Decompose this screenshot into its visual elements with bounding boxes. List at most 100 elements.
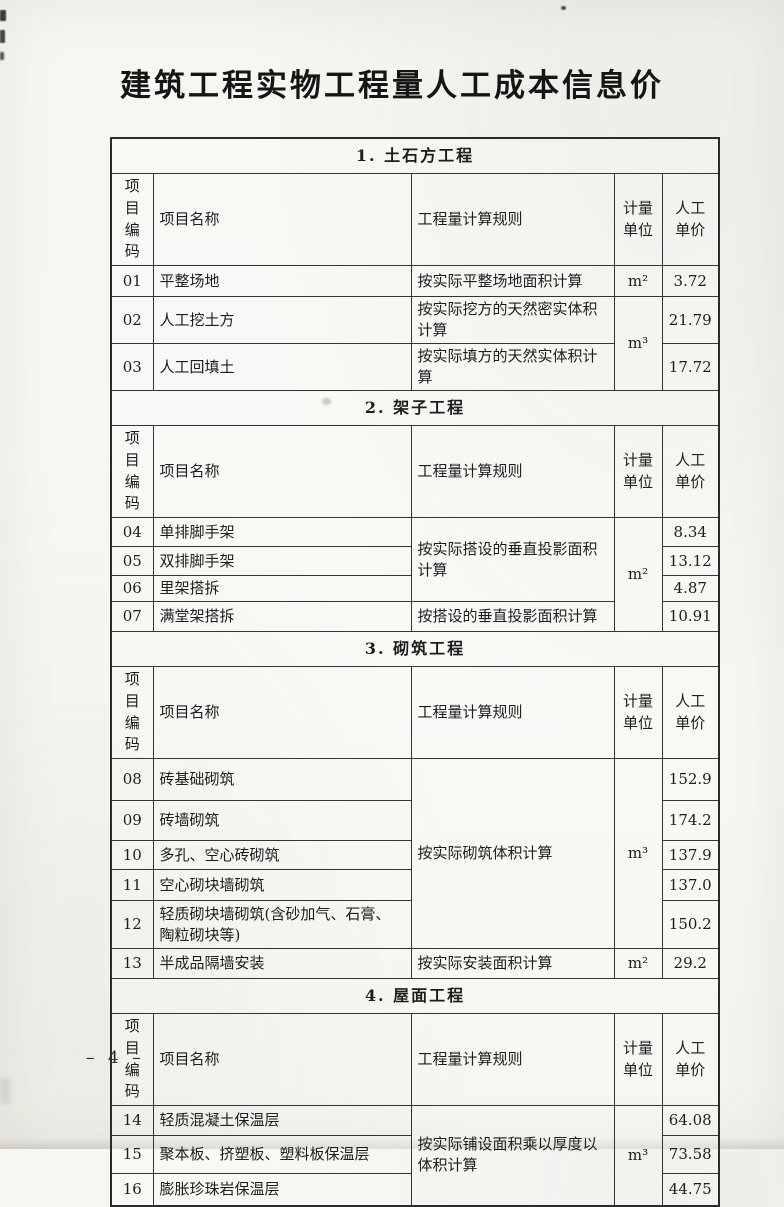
cell-name: 满堂架搭拆 bbox=[152, 601, 412, 632]
col-header-price: 人工 单价 bbox=[661, 425, 720, 518]
cell-name: 人工回填土 bbox=[152, 343, 412, 391]
col-header-price: 人工 单价 bbox=[661, 666, 720, 759]
cell-name: 聚本板、挤塑板、塑料板保温层 bbox=[152, 1135, 412, 1174]
cell-name: 轻质混凝土保温层 bbox=[152, 1105, 412, 1136]
cell-price: 8.34 bbox=[661, 517, 720, 547]
table-row: 04 单排脚手架 按实际搭设的垂直投影面积计算 m² 8.34 bbox=[110, 517, 720, 632]
cell-name: 轻质砌块墙砌筑(含砂加气、石膏、陶粒砌块等) bbox=[152, 900, 412, 949]
col-header-unit: 计量 单位 bbox=[613, 1013, 663, 1106]
col-header-name: 项目名称 bbox=[152, 173, 412, 266]
col-header-price: 人工 单价 bbox=[661, 173, 720, 266]
cell-price: 29.2 bbox=[661, 948, 720, 979]
cell-price: 3.72 bbox=[661, 265, 720, 297]
cell-rule: 按实际搭设的垂直投影面积计算 bbox=[410, 517, 615, 602]
col-header-rule: 工程量计算规则 bbox=[410, 173, 615, 266]
table-header-row: 项目 编码 项目名称 工程量计算规则 计量 单位 人工 单价 bbox=[110, 173, 720, 266]
cell-name: 空心砌块墙砌筑 bbox=[152, 869, 412, 901]
cell-unit: m³ bbox=[613, 758, 663, 949]
col-header-unit: 计量 单位 bbox=[613, 173, 663, 266]
table-row: 01 平整场地 按实际平整场地面积计算 m² 3.72 bbox=[110, 265, 720, 297]
col-header-rule: 工程量计算规则 bbox=[410, 666, 615, 759]
section-band-masonry: 3. 砌筑工程 bbox=[110, 631, 720, 667]
table-row: 09 砖墙砌筑 174.2 bbox=[110, 800, 720, 841]
section-title: 3. 砌筑工程 bbox=[110, 631, 720, 667]
scan-smudge bbox=[0, 52, 4, 60]
cell-name: 平整场地 bbox=[152, 265, 412, 297]
cell-code: 04 bbox=[110, 517, 154, 547]
cell-rule: 按实际安装面积计算 bbox=[410, 948, 615, 979]
col-header-code: 项目 编码 bbox=[110, 666, 154, 759]
cell-code: 07 bbox=[110, 601, 154, 632]
cell-code: 12 bbox=[110, 900, 154, 949]
cell-name: 人工挖土方 bbox=[152, 296, 412, 344]
cell-rule: 按实际砌筑体积计算 bbox=[410, 758, 615, 949]
cell-price: 10.91 bbox=[661, 601, 720, 632]
cell-name: 里架搭拆 bbox=[152, 575, 412, 602]
section-band-scaffolding: 2. 架子工程 bbox=[110, 390, 720, 426]
section-title: 1. 土石方工程 bbox=[110, 137, 720, 174]
labor-cost-table: 1. 土石方工程 项目 编码 项目名称 工程量计算规则 计量 单位 人工 单价 01 … bbox=[110, 137, 721, 1207]
cell-price: 137.0 bbox=[661, 869, 720, 901]
scan-smudge bbox=[0, 1078, 10, 1104]
cell-name: 半成品隔墙安装 bbox=[152, 948, 412, 979]
cell-code: 06 bbox=[110, 575, 154, 602]
cell-price: 174.2 bbox=[661, 800, 720, 841]
cell-price: 21.79 bbox=[661, 296, 720, 344]
cell-price: 137.9 bbox=[661, 840, 720, 870]
page-number: – 4 – bbox=[86, 1048, 145, 1068]
cell-price: 150.2 bbox=[661, 900, 720, 949]
cell-code: 14 bbox=[110, 1105, 154, 1136]
col-header-code: 项目 编码 bbox=[110, 1013, 154, 1106]
table-row: 05 双排脚手架 13.12 bbox=[110, 546, 720, 576]
cell-price: 152.9 bbox=[661, 758, 720, 801]
table-row: 06 里架搭拆 4.87 bbox=[110, 575, 720, 602]
col-header-price: 人工 单价 bbox=[661, 1013, 720, 1106]
col-header-unit: 计量 单位 bbox=[613, 425, 663, 518]
cell-price: 73.58 bbox=[661, 1135, 720, 1174]
col-header-code: 项目 编码 bbox=[110, 425, 154, 518]
col-header-unit: 计量 单位 bbox=[613, 666, 663, 759]
cell-rule: 按搭设的垂直投影面积计算 bbox=[410, 601, 615, 632]
scan-smudge bbox=[0, 30, 5, 43]
cell-rule: 按实际平整场地面积计算 bbox=[410, 265, 615, 297]
cell-unit: m² bbox=[613, 265, 663, 297]
section-title: 4. 屋面工程 bbox=[110, 978, 720, 1014]
cell-unit: m³ bbox=[613, 1105, 663, 1206]
cell-code: 05 bbox=[110, 546, 154, 576]
table-row: 13 半成品隔墙安装 按实际安装面积计算 m² 29.2 bbox=[110, 948, 720, 979]
col-header-rule: 工程量计算规则 bbox=[410, 1013, 615, 1106]
scan-smudge bbox=[0, 10, 6, 21]
col-header-name: 项目名称 bbox=[152, 666, 412, 759]
col-header-name: 项目名称 bbox=[152, 1013, 412, 1106]
scan-dot bbox=[561, 6, 566, 10]
cell-unit: m³ bbox=[613, 296, 663, 391]
cell-code: 03 bbox=[110, 343, 154, 391]
cell-unit: m² bbox=[613, 948, 663, 979]
cell-rule: 按实际挖方的天然密实体积计算 bbox=[410, 296, 615, 344]
section-title: 2. 架子工程 bbox=[110, 390, 720, 426]
section-band-earthwork: 1. 土石方工程 bbox=[110, 137, 720, 174]
table-row: 08 砖基础砌筑 按实际砌筑体积计算 m³ 152.9 bbox=[110, 758, 720, 949]
cell-price: 44.75 bbox=[661, 1173, 720, 1206]
page-title: 建筑工程实物工程量人工成本信息价 bbox=[120, 68, 664, 104]
table-row: 14 轻质混凝土保温层 按实际铺设面积乘以厚度以体积计算 m³ 64.08 bbox=[110, 1105, 720, 1206]
cell-price: 4.87 bbox=[661, 575, 720, 602]
table-row: 02 人工挖土方 按实际挖方的天然密实体积计算 m³ 21.79 bbox=[110, 296, 720, 391]
cell-code: 16 bbox=[110, 1173, 154, 1206]
section-band-roofing: 4. 屋面工程 bbox=[110, 978, 720, 1014]
cell-code: 11 bbox=[110, 869, 154, 901]
cell-name: 砖基础砌筑 bbox=[152, 758, 412, 801]
table-row: 07 满堂架搭拆 按搭设的垂直投影面积计算 10.91 bbox=[110, 601, 720, 632]
cell-code: 15 bbox=[110, 1135, 154, 1174]
cell-name: 双排脚手架 bbox=[152, 546, 412, 576]
cell-name: 砖墙砌筑 bbox=[152, 800, 412, 841]
cell-name: 多孔、空心砖砌筑 bbox=[152, 840, 412, 870]
cell-code: 01 bbox=[110, 265, 154, 297]
cell-rule: 按实际铺设面积乘以厚度以体积计算 bbox=[410, 1105, 615, 1206]
table-header-row: 项目 编码 项目名称 工程量计算规则 计量 单位 人工 单价 bbox=[110, 666, 720, 759]
cell-unit: m² bbox=[613, 517, 663, 632]
col-header-rule: 工程量计算规则 bbox=[410, 425, 615, 518]
col-header-name: 项目名称 bbox=[152, 425, 412, 518]
cell-code: 08 bbox=[110, 758, 154, 801]
table-header-row: 项目 编码 项目名称 工程量计算规则 计量 单位 人工 单价 bbox=[110, 425, 720, 518]
